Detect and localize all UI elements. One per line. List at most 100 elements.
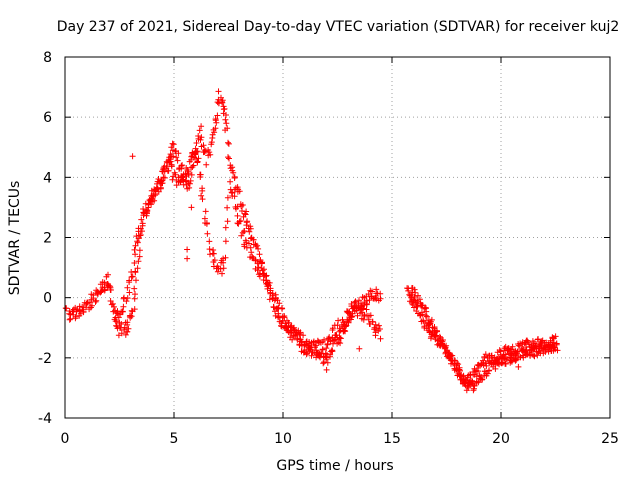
data-point bbox=[267, 290, 274, 297]
data-point bbox=[433, 332, 440, 339]
data-point bbox=[118, 330, 125, 337]
data-point bbox=[112, 318, 119, 325]
x-axis-title: GPS time / hours bbox=[276, 458, 393, 474]
data-point bbox=[324, 359, 331, 366]
data-point bbox=[170, 153, 177, 160]
data-point bbox=[538, 342, 545, 349]
data-point bbox=[457, 376, 464, 383]
data-point bbox=[322, 350, 329, 357]
data-point bbox=[255, 245, 262, 252]
data-point bbox=[483, 362, 490, 369]
data-point bbox=[316, 350, 323, 357]
data-point bbox=[126, 279, 133, 286]
data-point bbox=[197, 136, 204, 143]
data-point bbox=[132, 291, 138, 298]
data-point bbox=[184, 255, 191, 262]
data-point bbox=[188, 171, 195, 178]
data-point bbox=[196, 127, 203, 134]
data-point bbox=[447, 352, 454, 358]
data-point bbox=[161, 174, 168, 181]
data-point bbox=[317, 354, 324, 361]
data-point bbox=[206, 149, 213, 156]
data-point bbox=[256, 251, 263, 258]
data-point bbox=[509, 343, 516, 350]
data-point bbox=[227, 186, 234, 193]
data-point bbox=[279, 305, 286, 312]
data-point bbox=[545, 348, 552, 355]
data-point bbox=[199, 187, 206, 194]
data-point bbox=[132, 242, 139, 249]
data-point bbox=[151, 197, 158, 204]
data-point bbox=[488, 353, 495, 359]
data-point bbox=[349, 310, 356, 317]
data-point bbox=[263, 272, 270, 279]
data-point bbox=[225, 154, 231, 161]
data-point bbox=[344, 318, 350, 325]
data-point bbox=[179, 162, 186, 169]
data-point bbox=[209, 135, 216, 141]
data-point bbox=[173, 154, 180, 161]
data-point bbox=[97, 289, 104, 296]
data-point bbox=[223, 112, 229, 118]
data-point bbox=[109, 300, 116, 307]
x-tick-label: 10 bbox=[274, 431, 292, 447]
data-point bbox=[135, 258, 142, 265]
data-point bbox=[243, 239, 250, 246]
data-point bbox=[335, 339, 342, 346]
data-point bbox=[371, 324, 378, 331]
data-point bbox=[120, 303, 127, 310]
data-points bbox=[62, 88, 561, 394]
data-point bbox=[512, 357, 519, 364]
data-point bbox=[414, 303, 421, 310]
data-point bbox=[428, 333, 435, 340]
data-point bbox=[193, 140, 200, 146]
data-point bbox=[303, 351, 310, 358]
data-point bbox=[514, 348, 521, 355]
data-point bbox=[496, 347, 503, 354]
y-tick-labels: -4 -2 0 2 4 6 8 bbox=[38, 50, 52, 427]
data-point bbox=[372, 321, 379, 328]
data-point bbox=[212, 125, 219, 132]
data-point bbox=[281, 314, 288, 321]
data-point bbox=[274, 297, 281, 304]
data-point bbox=[202, 208, 209, 215]
data-point bbox=[443, 342, 450, 349]
data-point bbox=[255, 264, 262, 271]
data-point bbox=[174, 157, 181, 164]
data-point bbox=[219, 270, 225, 277]
data-point bbox=[198, 123, 205, 130]
data-point bbox=[482, 351, 489, 358]
data-point bbox=[367, 312, 374, 319]
data-point bbox=[134, 265, 141, 272]
data-point bbox=[188, 153, 195, 160]
data-point bbox=[419, 311, 426, 318]
data-point bbox=[231, 193, 238, 200]
data-point bbox=[249, 253, 256, 260]
data-point bbox=[125, 325, 132, 332]
data-point bbox=[554, 347, 561, 354]
data-point bbox=[133, 277, 139, 284]
data-point bbox=[285, 320, 292, 326]
data-point bbox=[411, 293, 418, 300]
data-point bbox=[369, 288, 375, 295]
data-point bbox=[187, 177, 194, 184]
data-point bbox=[224, 194, 231, 201]
data-point bbox=[339, 316, 346, 323]
data-point bbox=[258, 265, 265, 271]
data-point bbox=[138, 216, 145, 223]
data-point bbox=[356, 345, 363, 352]
data-point bbox=[372, 332, 379, 339]
data-point bbox=[122, 331, 129, 338]
data-point bbox=[360, 305, 367, 312]
data-point bbox=[137, 232, 144, 238]
data-point bbox=[115, 314, 122, 321]
data-point bbox=[224, 218, 231, 225]
data-point bbox=[131, 246, 138, 253]
data-point bbox=[319, 346, 326, 353]
data-point bbox=[179, 174, 185, 181]
data-point bbox=[366, 297, 373, 304]
x-tick-label: 25 bbox=[601, 431, 619, 447]
data-point bbox=[222, 254, 229, 261]
x-tick-label: 5 bbox=[170, 431, 179, 447]
data-point bbox=[532, 343, 539, 350]
